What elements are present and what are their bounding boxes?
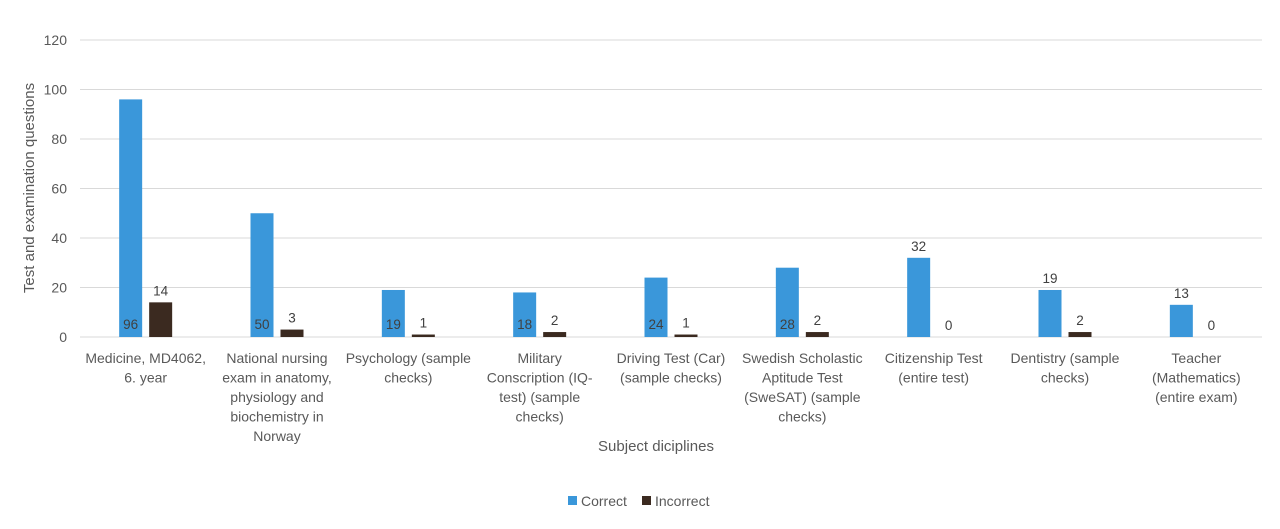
x-category-label: Teacher (Mathematics) (entire exam) <box>1152 350 1241 405</box>
x-axis-title: Subject diciplines <box>598 438 714 455</box>
y-tick-label: 100 <box>44 82 68 98</box>
bar-incorrect <box>674 334 698 337</box>
y-tick-label: 40 <box>51 230 67 246</box>
data-label-incorrect: 1 <box>682 316 690 331</box>
x-category-label: Citizenship Test (entire test) <box>885 350 983 386</box>
data-label-correct: 96 <box>123 317 138 332</box>
bar-correct <box>907 257 931 337</box>
data-label-incorrect: 2 <box>1076 313 1084 328</box>
x-category-label: Swedish Scholastic Aptitude Test (SweSAT) … <box>742 350 863 425</box>
bar-correct <box>1038 289 1062 337</box>
data-label-correct: 19 <box>1042 271 1057 286</box>
bar-correct <box>1169 304 1193 337</box>
bar-incorrect <box>149 302 173 337</box>
bar-incorrect <box>543 332 567 337</box>
y-tick-label: 120 <box>44 32 68 48</box>
bar-correct <box>250 213 274 337</box>
data-label-correct: 18 <box>517 317 532 332</box>
data-label-incorrect: 1 <box>420 316 428 331</box>
bar-correct <box>119 99 143 338</box>
y-tick-label: 80 <box>51 131 67 147</box>
data-label-incorrect: 3 <box>288 311 296 326</box>
bars <box>119 99 1193 338</box>
data-label-incorrect: 0 <box>1208 318 1216 333</box>
bar-correct <box>644 277 668 337</box>
data-label-incorrect: 2 <box>551 313 559 328</box>
x-axis-categories: Medicine, MD4062, 6. year National nursing… <box>85 350 1240 444</box>
bar-correct <box>381 289 405 337</box>
y-tick-label: 0 <box>59 329 67 345</box>
bar-incorrect <box>411 334 435 337</box>
data-label-incorrect: 0 <box>945 318 953 333</box>
x-category-label: Dentistry (sample checks) <box>1011 350 1120 386</box>
data-label-correct: 19 <box>386 317 401 332</box>
bar-incorrect <box>1068 332 1092 337</box>
bar-incorrect <box>280 329 304 337</box>
legend-swatch-incorrect <box>642 496 651 505</box>
bar-correct <box>775 267 799 337</box>
y-axis-ticks: 0 20 40 60 80 100 120 <box>44 32 68 345</box>
data-label-correct: 32 <box>911 239 926 254</box>
data-label-correct: 13 <box>1174 286 1189 301</box>
gridlines <box>80 39 1262 338</box>
x-category-label: Military Conscription (IQ-test) (sample ch… <box>487 350 593 425</box>
bar-incorrect <box>805 332 829 337</box>
y-tick-label: 60 <box>51 181 67 197</box>
legend: Correct Incorrect <box>568 493 710 509</box>
data-labels: 96 14 50 3 19 1 18 2 24 1 28 2 32 0 19 2 13 0 <box>123 239 1215 333</box>
bar-correct <box>513 292 537 337</box>
data-label-correct: 50 <box>254 317 269 332</box>
y-tick-label: 20 <box>51 280 67 296</box>
x-category-label: Driving Test (Car) (sample checks) <box>617 350 726 386</box>
data-label-correct: 24 <box>648 317 664 332</box>
data-label-incorrect: 14 <box>153 283 169 298</box>
x-category-label: Medicine, MD4062, 6. year <box>85 350 206 386</box>
legend-label-correct: Correct <box>581 493 627 509</box>
legend-swatch-correct <box>568 496 577 505</box>
data-label-incorrect: 2 <box>814 313 822 328</box>
legend-label-incorrect: Incorrect <box>655 493 710 509</box>
y-axis-title: Test and examination questions <box>21 83 38 293</box>
x-category-label: National nursing exam in anatomy, physiolo… <box>222 350 331 444</box>
data-label-correct: 28 <box>780 317 795 332</box>
x-category-label: Psychology (sample checks) <box>346 350 471 386</box>
